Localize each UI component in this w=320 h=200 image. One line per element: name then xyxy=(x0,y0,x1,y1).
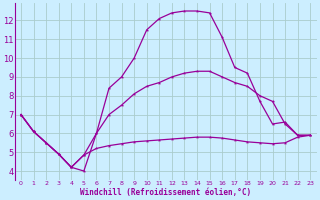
X-axis label: Windchill (Refroidissement éolien,°C): Windchill (Refroidissement éolien,°C) xyxy=(80,188,251,197)
